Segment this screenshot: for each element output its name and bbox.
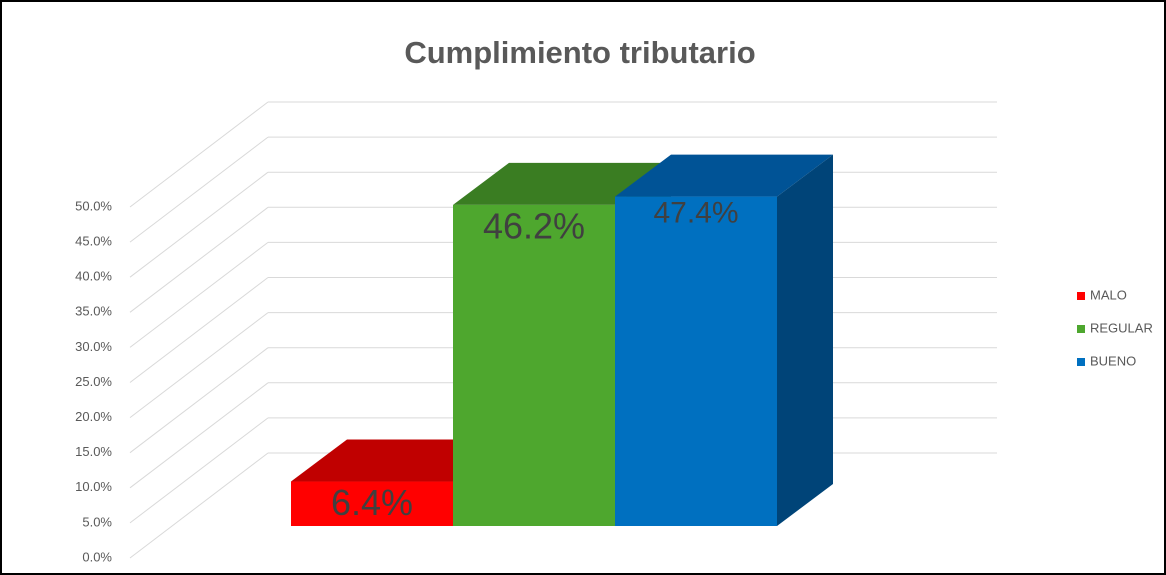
legend-label: REGULAR [1090,320,1153,335]
grid-line [129,382,269,489]
grid-line [129,136,269,243]
y-tick-label: 50.0% [75,198,112,213]
data-label: 46.2% [483,205,585,246]
y-tick-label: 20.0% [75,409,112,424]
bar [615,196,777,527]
y-tick-label: 0.0% [82,549,112,564]
bar-top [615,154,833,197]
grid-line [129,347,269,454]
y-tick-label: 40.0% [75,269,112,284]
grid-line [129,171,269,278]
grid-line [129,206,269,313]
bar [291,481,453,526]
grid-line [129,277,269,383]
grid-line [129,312,269,418]
y-tick-label: 5.0% [82,514,112,529]
y-tick-label: 10.0% [75,479,112,494]
bar-side [777,154,833,527]
legend-swatch [1077,325,1085,333]
y-tick-label: 15.0% [75,444,112,459]
legend-swatch [1077,292,1085,300]
grid-line [129,452,269,559]
grid-line [129,417,269,524]
chart-title: Cumplimiento tributario [404,35,755,70]
data-label: 47.4% [653,197,738,230]
y-tick-label: 35.0% [75,304,112,319]
y-tick-label: 30.0% [75,339,112,354]
y-tick-label: 45.0% [75,234,112,249]
bar-top [453,162,671,205]
legend-label: MALO [1090,287,1127,302]
legend-swatch [1077,358,1085,366]
legend-label: BUENO [1090,353,1136,368]
grid-line [129,242,269,348]
bar [453,204,615,526]
y-tick-label: 25.0% [75,374,112,389]
grid-line [129,101,269,208]
data-label: 6.4% [331,482,413,523]
